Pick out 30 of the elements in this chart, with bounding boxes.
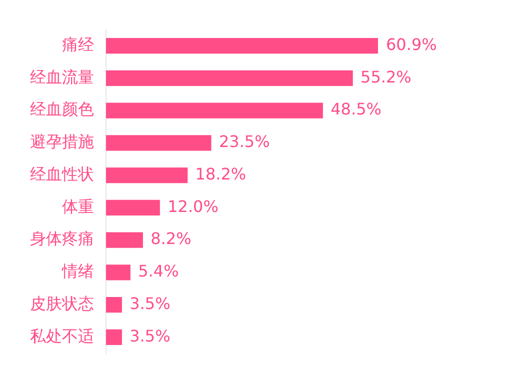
bar (106, 70, 353, 86)
data-label: 3.5% (130, 294, 170, 313)
bar (106, 232, 143, 248)
bar (106, 264, 130, 280)
y-tick-label: 痛经 (62, 34, 94, 54)
data-label: 23.5% (218, 132, 270, 152)
bar (106, 329, 122, 346)
data-label: 3.5% (130, 326, 170, 346)
bar (106, 297, 122, 313)
data-label: 55.2% (360, 67, 412, 86)
y-tick-label: 体重 (62, 196, 94, 216)
bar (106, 167, 188, 184)
y-tick-label: 经血颜色 (30, 100, 94, 119)
y-tick-label: 私处不适 (30, 326, 94, 346)
y-tick-label: 身体疼痛 (30, 229, 94, 248)
data-label: 8.2% (150, 229, 192, 248)
data-label: 60.9% (386, 34, 437, 54)
data-label: 48.5% (330, 100, 382, 119)
y-tick-label: 皮肤状态 (30, 294, 94, 313)
y-tick-label: 经血流量 (30, 67, 94, 86)
data-label: 5.4% (138, 262, 179, 281)
bar (106, 200, 160, 216)
data-label: 18.2% (195, 164, 246, 184)
y-tick-label: 避孕措施 (30, 132, 94, 152)
y-tick-label: 情绪 (61, 262, 94, 281)
bar (106, 102, 323, 118)
y-tick-label: 经血性状 (30, 164, 94, 184)
bar (106, 135, 212, 151)
data-label: 12.0% (168, 196, 218, 216)
bar (106, 38, 378, 54)
